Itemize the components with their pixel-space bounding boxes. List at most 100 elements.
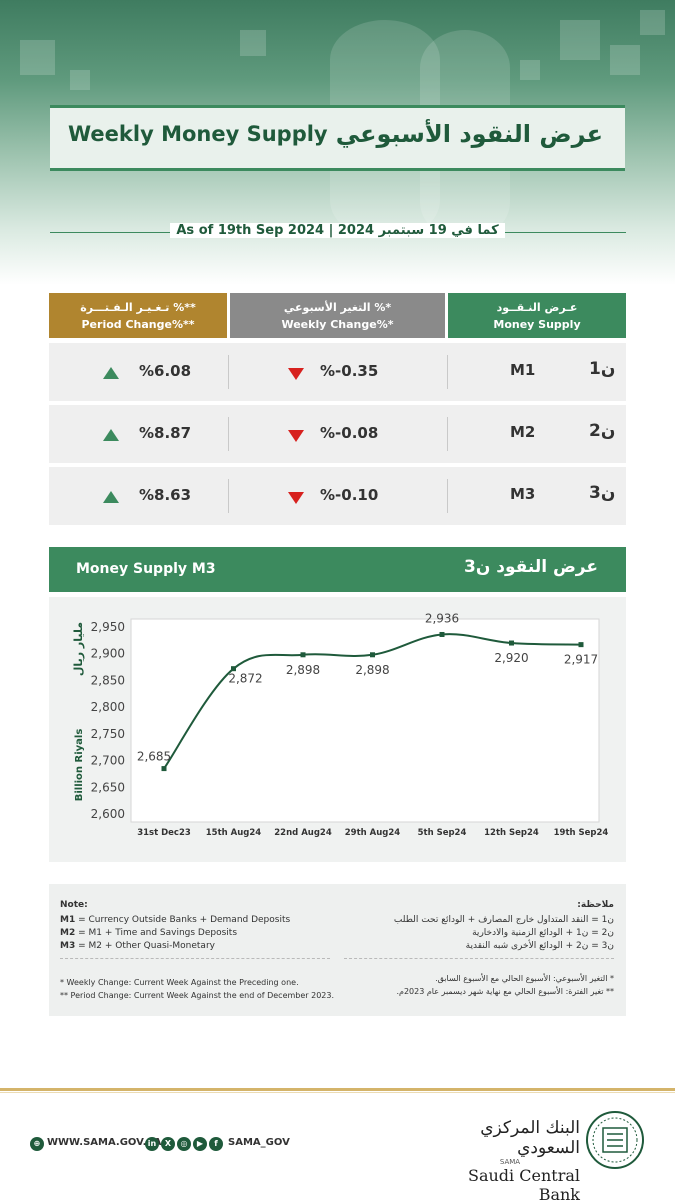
y-tick-label: 2,700 <box>91 754 125 768</box>
bank-name-en: Saudi Central Bank <box>468 1166 580 1204</box>
row-label-ar: ن1 <box>589 359 616 379</box>
note-lines-en: M1 = Currency Outside Banks + Demand Dep… <box>60 914 290 953</box>
up-arrow-icon <box>103 491 119 503</box>
chart-title-en: Money Supply M3 <box>76 561 216 577</box>
note-line-m3: M3 = M2 + Other Quasi-Monetary <box>60 941 215 951</box>
data-label: 2,917 <box>564 653 598 667</box>
footer-gold-rule <box>0 1088 675 1091</box>
data-point <box>300 652 306 658</box>
facebook-icon[interactable]: f <box>209 1137 223 1151</box>
globe-icon: ⊕ <box>30 1137 44 1151</box>
sama-seal-logo <box>585 1110 645 1170</box>
divider <box>228 417 229 451</box>
data-label: 2,872 <box>228 672 262 686</box>
down-arrow-icon <box>288 430 304 442</box>
data-label: 2,936 <box>425 611 459 625</box>
x-tick-label: 15th Aug24 <box>206 828 262 838</box>
row-label-ar: ن3 <box>589 483 616 503</box>
x-tick-label: 31st Dec23 <box>137 828 191 838</box>
divider <box>228 479 229 513</box>
as-of-rule-right <box>488 232 626 233</box>
title-english: Weekly Money Supply <box>68 122 328 146</box>
note-title-ar: ملاحظة: <box>577 900 614 910</box>
table-row-m1: %6.08 %-0.35 M1 ن1 <box>49 343 626 401</box>
data-point <box>439 631 445 637</box>
row-label-en: M2 <box>510 423 536 441</box>
y-tick-label: 2,850 <box>91 673 125 687</box>
chart-panel: 2,950 2,900 2,850 2,800 2,750 2,700 2,650 2,600… <box>49 597 626 862</box>
note-foot-ar: * التغير الأسبوعي: الأسبوع الحالي مع الأ… <box>396 974 614 996</box>
x-tick-label: 5th Sep24 <box>418 828 467 838</box>
down-arrow-icon <box>288 492 304 504</box>
data-label: 2,898 <box>355 663 389 677</box>
note-lines-ar: ن1 = النقد المتداول خارج المصارف + الودا… <box>393 915 614 951</box>
notes-panel: Note: M1 = Currency Outside Banks + Dema… <box>49 884 626 1016</box>
chart-title-ar: عرض النقود ن3 <box>463 557 598 577</box>
note-line-m1: M1 = Currency Outside Banks + Demand Dep… <box>60 915 291 925</box>
y-axis-label-ar: مليار ريال <box>72 622 85 676</box>
y-tick-label: 2,600 <box>91 807 125 821</box>
y-tick-label: 2,950 <box>91 620 125 634</box>
period-change-value: %8.87 <box>139 424 192 442</box>
bank-abbrev: SAMA <box>499 1158 521 1166</box>
x-tick-label: 12th Sep24 <box>484 828 539 838</box>
divider <box>447 355 448 389</box>
note-foot-en: * Weekly Change: Current Week Against th… <box>60 978 335 1000</box>
up-arrow-icon <box>103 429 119 441</box>
bank-wordmark: البنك المركزي السعودي SAMA Saudi Central… <box>440 1118 580 1204</box>
footer-gold-rule-thin <box>0 1092 675 1093</box>
bank-name-ar: البنك المركزي السعودي <box>480 1118 580 1158</box>
social-handle[interactable]: SAMA_GOV <box>228 1137 290 1148</box>
weekly-change-value: %-0.35 <box>320 362 379 380</box>
x-tick-label: 22nd Aug24 <box>274 828 332 838</box>
header-weekly-change: التغير الأسبوعي %* Weekly Change%* <box>230 293 445 338</box>
divider <box>447 417 448 451</box>
table-row-m2: %8.87 %-0.08 M2 ن2 <box>49 405 626 463</box>
chart-header: Money Supply M3 عرض النقود ن3 <box>49 547 626 592</box>
data-point <box>509 640 514 646</box>
up-arrow-icon <box>103 367 119 379</box>
data-point <box>231 666 236 672</box>
plot-area <box>130 618 600 823</box>
line-chart: 2,950 2,900 2,850 2,800 2,750 2,700 2,650 2,600… <box>72 611 609 838</box>
note-title-en: Note: <box>60 900 88 910</box>
linkedin-icon[interactable]: in <box>145 1137 159 1151</box>
data-label: 2,920 <box>494 651 528 665</box>
header-period-change: تـغـيـر الـفـتـــرة %** Period Change%** <box>49 293 227 338</box>
data-label: 2,685 <box>137 750 171 764</box>
weekly-change-value: %-0.08 <box>320 424 379 442</box>
data-label: 2,898 <box>286 663 320 677</box>
data-point <box>161 766 167 772</box>
website-link[interactable]: WWW.SAMA.GOV.SA <box>47 1137 162 1148</box>
x-tick-label: 29th Aug24 <box>345 828 401 838</box>
row-label-ar: ن2 <box>589 421 616 441</box>
x-tick-label: 19th Sep24 <box>554 828 609 838</box>
row-label-en: M3 <box>510 485 536 503</box>
divider <box>228 355 229 389</box>
youtube-icon[interactable]: ▶ <box>193 1137 207 1151</box>
period-change-value: %8.63 <box>139 486 192 504</box>
y-axis-label-en: Billion Riyals <box>74 729 85 802</box>
instagram-icon[interactable]: ◎ <box>177 1137 191 1151</box>
y-tick-label: 2,800 <box>91 700 125 714</box>
title-arabic: عرض النقود الأسبوعي <box>335 120 603 148</box>
y-tick-label: 2,650 <box>91 780 125 794</box>
period-change-value: %6.08 <box>139 362 192 380</box>
x-icon[interactable]: X <box>161 1137 175 1151</box>
y-tick-label: 2,900 <box>91 647 125 661</box>
data-point <box>370 652 375 658</box>
as-of-rule-left <box>50 232 190 233</box>
weekly-change-value: %-0.10 <box>320 486 379 504</box>
y-tick-label: 2,750 <box>91 727 125 741</box>
row-label-en: M1 <box>510 361 536 379</box>
down-arrow-icon <box>288 368 304 380</box>
title-banner: Weekly Money Supply عرض النقود الأسبوعي <box>50 105 625 171</box>
table-row-m3: %8.63 %-0.10 M3 ن3 <box>49 467 626 525</box>
divider <box>447 479 448 513</box>
note-divider-ar <box>344 958 614 960</box>
note-line-m2: M2 = M1 + Time and Savings Deposits <box>60 928 238 938</box>
header-money-supply: عـرض النـقــود Money Supply <box>448 293 626 338</box>
data-point <box>578 642 584 648</box>
note-divider-en <box>60 958 330 960</box>
as-of-date: As of 19th Sep 2024 | 2024 كما في 19 سبت… <box>0 223 675 238</box>
